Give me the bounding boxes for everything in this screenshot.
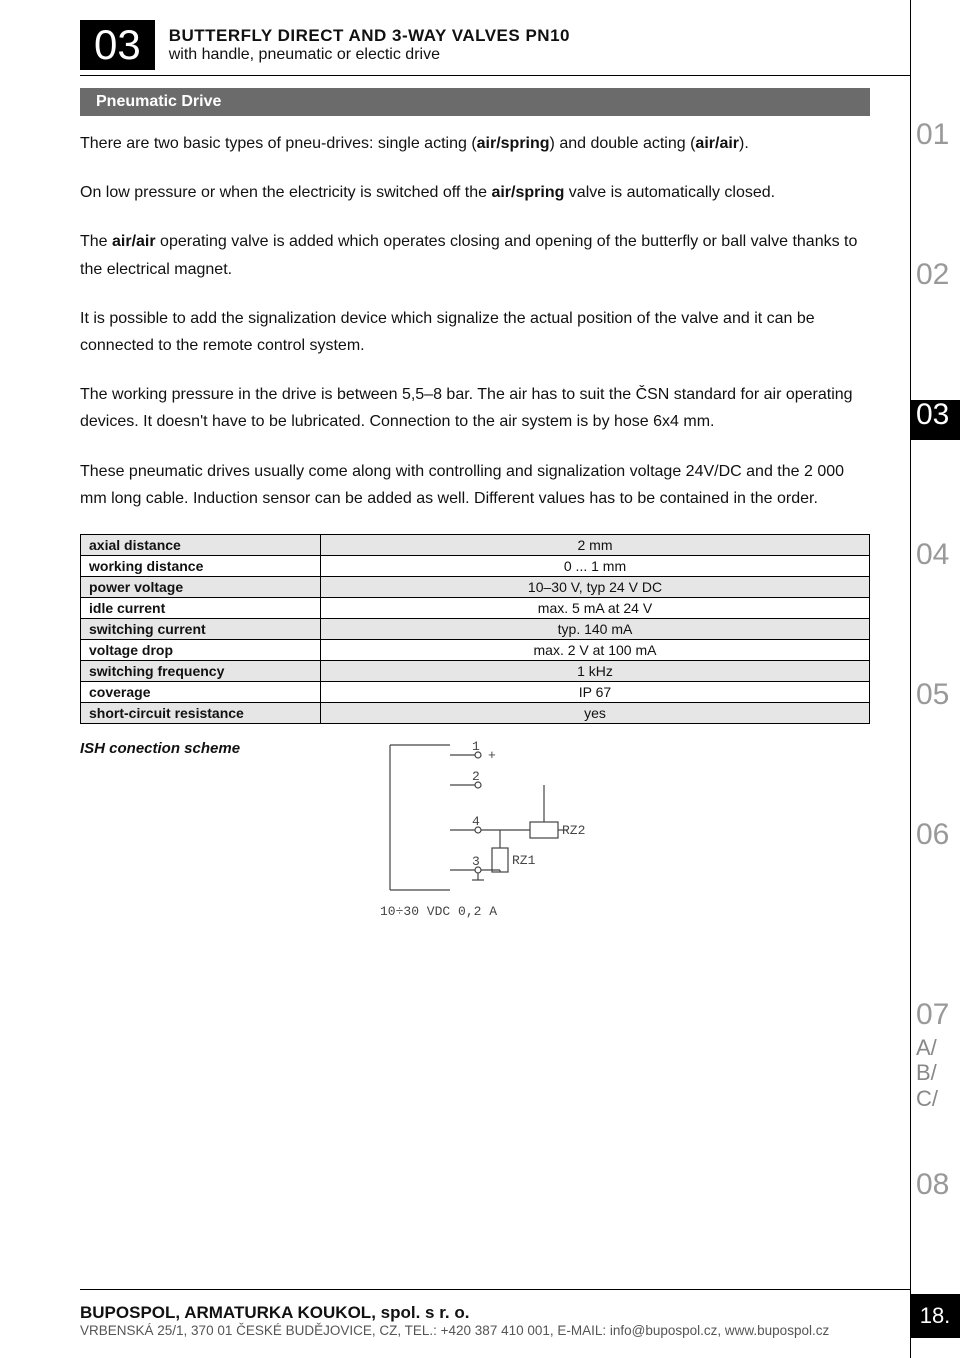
side-tab-04[interactable]: 04 (910, 540, 960, 580)
spec-label: idle current (81, 597, 321, 618)
footer-address: VRBENSKÁ 25/1, 370 01 ČESKÉ BUDĚJOVICE, … (80, 1323, 870, 1338)
spec-label: power voltage (81, 576, 321, 597)
spec-label: switching frequency (81, 660, 321, 681)
side-tab-03[interactable]: 03 (910, 400, 960, 440)
text: operating valve is added which operates … (80, 233, 857, 277)
svg-text:1: 1 (472, 740, 480, 754)
section-number-box: 03 (80, 20, 155, 70)
scheme-caption: ISH conection scheme (80, 740, 320, 757)
spec-value: 10–30 V, typ 24 V DC (321, 576, 870, 597)
spec-row: switching currenttyp. 140 mA (81, 618, 870, 639)
text: On low pressure or when the electricity … (80, 184, 491, 201)
paragraph-6: These pneumatic drives usually come alon… (80, 458, 870, 512)
spec-row: coverageIP 67 (81, 681, 870, 702)
svg-text:10÷30 VDC 0,2 A: 10÷30 VDC 0,2 A (380, 904, 497, 919)
spec-value: max. 5 mA at 24 V (321, 597, 870, 618)
spec-label: working distance (81, 555, 321, 576)
svg-text:+: + (488, 748, 496, 763)
spec-row: voltage dropmax. 2 V at 100 mA (81, 639, 870, 660)
text: There are two basic types of pneu-drives… (80, 135, 477, 152)
bottom-rule (80, 1289, 910, 1290)
spec-value: 2 mm (321, 534, 870, 555)
spec-value: IP 67 (321, 681, 870, 702)
content-area: 03 BUTTERFLY DIRECT AND 3-WAY VALVES PN1… (80, 20, 870, 935)
side-tab-01[interactable]: 01 (910, 120, 960, 160)
spec-label: short-circuit resistance (81, 702, 321, 723)
side-subtab[interactable]: B/ (916, 1060, 960, 1085)
side-tab-02[interactable]: 02 (910, 260, 960, 300)
side-subtab[interactable]: A/ (916, 1035, 960, 1060)
paragraph-5: The working pressure in the drive is bet… (80, 381, 870, 435)
paragraph-4: It is possible to add the signalization … (80, 305, 870, 359)
page: 03 BUTTERFLY DIRECT AND 3-WAY VALVES PN1… (0, 0, 960, 1358)
spec-label: coverage (81, 681, 321, 702)
spec-label: axial distance (81, 534, 321, 555)
spec-value: max. 2 V at 100 mA (321, 639, 870, 660)
paragraph-1: There are two basic types of pneu-drives… (80, 130, 870, 157)
spec-value: yes (321, 702, 870, 723)
spec-value: typ. 140 mA (321, 618, 870, 639)
spec-row: power voltage10–30 V, typ 24 V DC (81, 576, 870, 597)
spec-row: switching frequency1 kHz (81, 660, 870, 681)
page-header: 03 BUTTERFLY DIRECT AND 3-WAY VALVES PN1… (80, 20, 870, 70)
paragraph-3: The air/air operating valve is added whi… (80, 228, 870, 282)
spec-row: idle currentmax. 5 mA at 24 V (81, 597, 870, 618)
bold-air-air: air/air (695, 135, 739, 152)
bold-air-spring: air/spring (477, 135, 550, 152)
header-subtitle: with handle, pneumatic or electic drive (169, 46, 570, 64)
svg-text:RZ1: RZ1 (512, 853, 536, 868)
spec-label: voltage drop (81, 639, 321, 660)
side-subtabs: A/B/C/ (910, 1035, 960, 1111)
spec-label: switching current (81, 618, 321, 639)
text: valve is automatically closed. (564, 184, 775, 201)
svg-text:2: 2 (472, 769, 480, 784)
page-number-box: 18. (910, 1294, 960, 1338)
scheme-row: ISH conection scheme 1234+RZ2RZ110÷30 VD… (80, 740, 870, 935)
text: ) and double acting ( (550, 135, 696, 152)
spec-row: axial distance2 mm (81, 534, 870, 555)
svg-text:3: 3 (472, 854, 480, 869)
text: The (80, 233, 112, 250)
header-title: BUTTERFLY DIRECT AND 3-WAY VALVES PN10 (169, 26, 570, 46)
section-bar: Pneumatic Drive (80, 88, 870, 116)
scheme-caption-col: ISH conection scheme (80, 740, 320, 757)
spec-row: short-circuit resistanceyes (81, 702, 870, 723)
side-tab-strip: 01 02 03 04 05 06 07 08 A/B/C/ (910, 0, 960, 1358)
text: ). (739, 135, 749, 152)
side-tab-05[interactable]: 05 (910, 680, 960, 720)
header-text: BUTTERFLY DIRECT AND 3-WAY VALVES PN10 w… (169, 26, 570, 64)
footer: BUPOSPOL, ARMATURKA KOUKOL, spol. s r. o… (80, 1303, 870, 1338)
side-tab-08[interactable]: 08 (910, 1170, 960, 1210)
side-tab-07[interactable]: 07 (910, 1000, 960, 1040)
svg-text:4: 4 (472, 814, 480, 829)
spec-table: axial distance2 mmworking distance0 ... … (80, 534, 870, 724)
bold-air-spring: air/spring (491, 184, 564, 201)
spec-value: 0 ... 1 mm (321, 555, 870, 576)
side-subtab[interactable]: C/ (916, 1086, 960, 1111)
footer-company: BUPOSPOL, ARMATURKA KOUKOL, spol. s r. o… (80, 1303, 870, 1323)
spec-row: working distance0 ... 1 mm (81, 555, 870, 576)
spec-value: 1 kHz (321, 660, 870, 681)
side-tab-06[interactable]: 06 (910, 820, 960, 860)
connection-scheme-diagram: 1234+RZ2RZ110÷30 VDC 0,2 A (380, 740, 610, 935)
paragraph-2: On low pressure or when the electricity … (80, 179, 870, 206)
bold-air-air: air/air (112, 233, 156, 250)
